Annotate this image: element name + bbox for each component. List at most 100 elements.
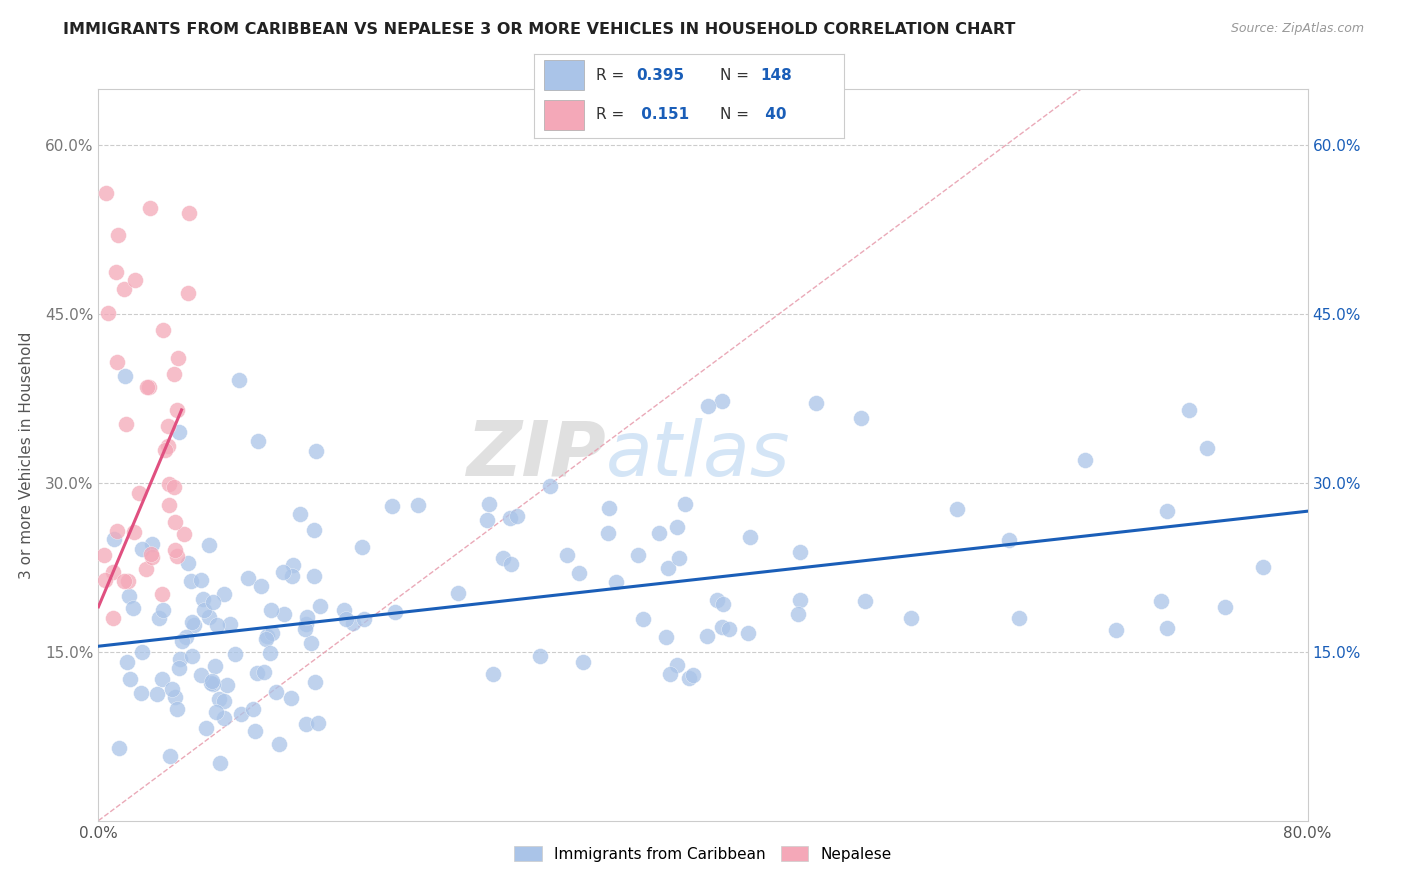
- FancyBboxPatch shape: [544, 100, 583, 130]
- Point: [205, 705, 228, 719]
- Point: [1156, 504, 1178, 518]
- Point: [568, 566, 591, 580]
- Point: [1177, 403, 1199, 417]
- Point: [97, 306, 120, 320]
- Point: [648, 526, 671, 541]
- Point: [1105, 623, 1128, 637]
- Point: [259, 603, 281, 617]
- Point: [295, 717, 318, 731]
- Point: [250, 579, 273, 593]
- Point: [131, 542, 153, 557]
- Point: [131, 645, 153, 659]
- Point: [117, 574, 139, 588]
- Point: [214, 587, 236, 601]
- Point: [706, 593, 728, 607]
- Point: [163, 480, 186, 494]
- Point: [297, 610, 319, 624]
- Point: [177, 206, 200, 220]
- Point: [657, 561, 679, 575]
- Point: [112, 282, 135, 296]
- Point: [236, 571, 259, 585]
- Point: [299, 636, 322, 650]
- Point: [177, 556, 200, 570]
- Point: [159, 749, 181, 764]
- Point: [1195, 441, 1218, 455]
- Point: [853, 593, 876, 607]
- Point: [529, 649, 551, 664]
- Text: 0.395: 0.395: [637, 68, 685, 83]
- Text: atlas: atlas: [606, 418, 790, 491]
- Point: [195, 721, 218, 735]
- Point: [335, 612, 357, 626]
- Point: [945, 502, 967, 516]
- Point: [105, 355, 128, 369]
- Point: [280, 569, 302, 583]
- Point: [173, 526, 195, 541]
- Point: [900, 611, 922, 625]
- Point: [141, 537, 163, 551]
- Point: [118, 672, 141, 686]
- Point: [217, 678, 239, 692]
- Point: [141, 550, 163, 565]
- Point: [492, 551, 515, 566]
- Point: [174, 630, 197, 644]
- Point: [246, 666, 269, 681]
- Point: [177, 285, 200, 300]
- Point: [717, 622, 740, 636]
- Point: [105, 524, 128, 538]
- Text: R =: R =: [596, 68, 630, 83]
- Point: [259, 646, 281, 660]
- Point: [806, 395, 828, 409]
- Point: [332, 603, 354, 617]
- Text: N =: N =: [720, 107, 754, 122]
- Point: [157, 498, 180, 512]
- Point: [352, 540, 374, 554]
- Point: [148, 610, 170, 624]
- Point: [655, 630, 678, 644]
- Point: [1156, 621, 1178, 635]
- Point: [208, 691, 231, 706]
- Point: [668, 551, 690, 566]
- Point: [711, 393, 734, 408]
- Point: [598, 525, 620, 540]
- Point: [304, 568, 326, 582]
- Point: [157, 477, 180, 491]
- Point: [711, 620, 734, 634]
- Point: [152, 323, 174, 337]
- Point: [498, 511, 520, 525]
- Point: [626, 548, 648, 562]
- Point: [254, 632, 277, 647]
- Point: [253, 665, 276, 680]
- Point: [447, 586, 470, 600]
- Point: [163, 367, 186, 381]
- Point: [262, 626, 284, 640]
- Point: [406, 498, 429, 512]
- Point: [380, 499, 402, 513]
- Point: [305, 444, 328, 458]
- Point: [506, 509, 529, 524]
- Point: [214, 694, 236, 708]
- Point: [666, 658, 689, 673]
- Point: [737, 626, 759, 640]
- Point: [256, 629, 278, 643]
- Point: [157, 439, 180, 453]
- Point: [172, 633, 194, 648]
- Point: [112, 574, 135, 588]
- Point: [150, 587, 173, 601]
- Point: [181, 615, 204, 630]
- Point: [190, 573, 212, 587]
- Point: [673, 497, 696, 511]
- Point: [103, 532, 125, 546]
- Point: [96, 186, 118, 201]
- Point: [202, 595, 225, 609]
- Point: [155, 443, 177, 458]
- Point: [273, 565, 295, 579]
- Point: [198, 537, 221, 551]
- Point: [166, 549, 188, 563]
- Point: [786, 607, 808, 622]
- Point: [309, 599, 332, 613]
- Text: Source: ZipAtlas.com: Source: ZipAtlas.com: [1230, 22, 1364, 36]
- Point: [163, 515, 186, 529]
- Point: [105, 265, 128, 279]
- Point: [107, 740, 129, 755]
